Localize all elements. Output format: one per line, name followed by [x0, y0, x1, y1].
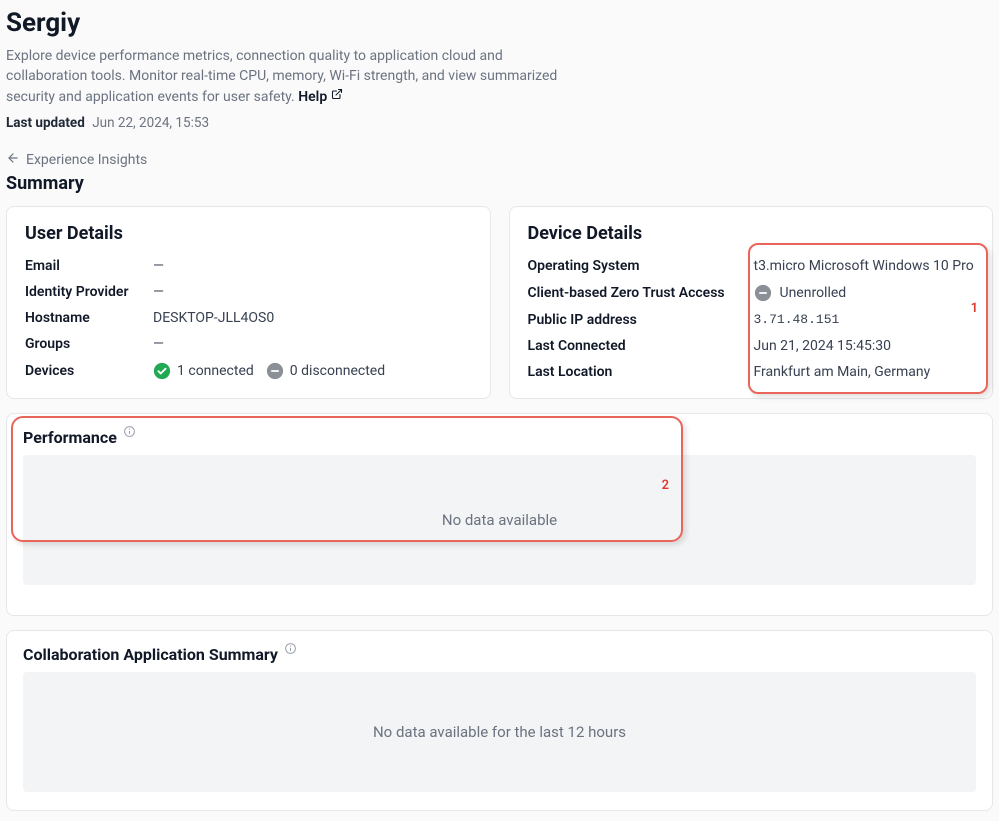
devices-connected-text: connected — [188, 363, 253, 379]
label-hostname: Hostname — [25, 310, 153, 326]
value-email: — — [153, 258, 164, 274]
value-public-ip: 3.71.48.151 — [754, 312, 840, 327]
performance-placeholder: No data available — [23, 455, 976, 585]
label-zta: Client-based Zero Trust Access — [528, 285, 754, 301]
row-email: Email — — [25, 258, 472, 274]
row-devices: Devices 1 connected — [25, 362, 472, 380]
devices-connected-count: 1 — [177, 363, 185, 379]
label-identity-provider: Identity Provider — [25, 284, 153, 300]
row-identity-provider: Identity Provider — — [25, 284, 472, 300]
value-groups: — — [153, 336, 164, 352]
devices-disconnected-text: disconnected — [301, 363, 385, 379]
value-os: t3.micro Microsoft Windows 10 Pro — [754, 258, 974, 274]
value-hostname: DESKTOP-JLL4OS0 — [153, 310, 274, 326]
label-last-connected: Last Connected — [528, 338, 754, 354]
help-link[interactable]: Help — [298, 87, 343, 107]
page-title: Sergiy — [6, 8, 993, 38]
minus-circle-icon — [754, 284, 772, 302]
collab-empty-text: No data available for the last 12 hours — [373, 723, 626, 741]
info-icon[interactable] — [123, 425, 136, 438]
help-link-label: Help — [298, 87, 327, 107]
devices-connected: 1 connected — [153, 362, 254, 380]
user-details-card: User Details Email — Identity Provider —… — [6, 206, 491, 399]
performance-card: Performance No data available 2 — [6, 413, 993, 616]
performance-empty-text: No data available — [442, 511, 557, 529]
collab-summary-card: Collaboration Application Summary No dat… — [6, 630, 993, 811]
arrow-left-icon — [6, 151, 20, 169]
label-devices: Devices — [25, 363, 153, 379]
last-updated-value: Jun 22, 2024, 15:53 — [92, 115, 209, 131]
label-os: Operating System — [528, 258, 754, 274]
external-link-icon — [331, 88, 343, 105]
collab-placeholder: No data available for the last 12 hours — [23, 672, 976, 792]
collab-summary-title: Collaboration Application Summary — [23, 645, 278, 664]
value-zta: Unenrolled — [780, 285, 847, 301]
value-last-connected: Jun 21, 2024 15:45:30 — [754, 338, 892, 354]
check-circle-icon — [153, 362, 171, 380]
row-public-ip: Public IP address 3.71.48.151 — [528, 312, 975, 328]
page-description: Explore device performance metrics, conn… — [6, 46, 566, 107]
label-email: Email — [25, 258, 153, 274]
user-details-title: User Details — [25, 223, 472, 244]
back-link-label: Experience Insights — [26, 152, 147, 168]
value-identity-provider: — — [153, 284, 164, 300]
row-groups: Groups — — [25, 336, 472, 352]
device-details-card: Device Details Operating System t3.micro… — [509, 206, 994, 399]
row-zta: Client-based Zero Trust Access Unenrolle… — [528, 284, 975, 302]
devices-disconnected: 0 disconnected — [266, 362, 385, 380]
row-hostname: Hostname DESKTOP-JLL4OS0 — [25, 310, 472, 326]
devices-disconnected-count: 0 — [290, 363, 298, 379]
last-updated-label: Last updated — [6, 115, 85, 131]
label-groups: Groups — [25, 336, 153, 352]
performance-title: Performance — [23, 428, 117, 447]
info-icon[interactable] — [284, 642, 297, 655]
row-last-location: Last Location Frankfurt am Main, Germany — [528, 364, 975, 380]
page-description-text: Explore device performance metrics, conn… — [6, 48, 557, 105]
label-last-location: Last Location — [528, 364, 754, 380]
row-last-connected: Last Connected Jun 21, 2024 15:45:30 — [528, 338, 975, 354]
minus-circle-icon — [266, 362, 284, 380]
value-last-location: Frankfurt am Main, Germany — [754, 364, 931, 380]
row-os: Operating System t3.micro Microsoft Wind… — [528, 258, 975, 274]
device-details-title: Device Details — [528, 223, 975, 244]
back-link[interactable]: Experience Insights — [6, 151, 147, 169]
last-updated: Last updated Jun 22, 2024, 15:53 — [6, 115, 993, 131]
summary-heading: Summary — [6, 173, 993, 194]
label-public-ip: Public IP address — [528, 312, 754, 328]
